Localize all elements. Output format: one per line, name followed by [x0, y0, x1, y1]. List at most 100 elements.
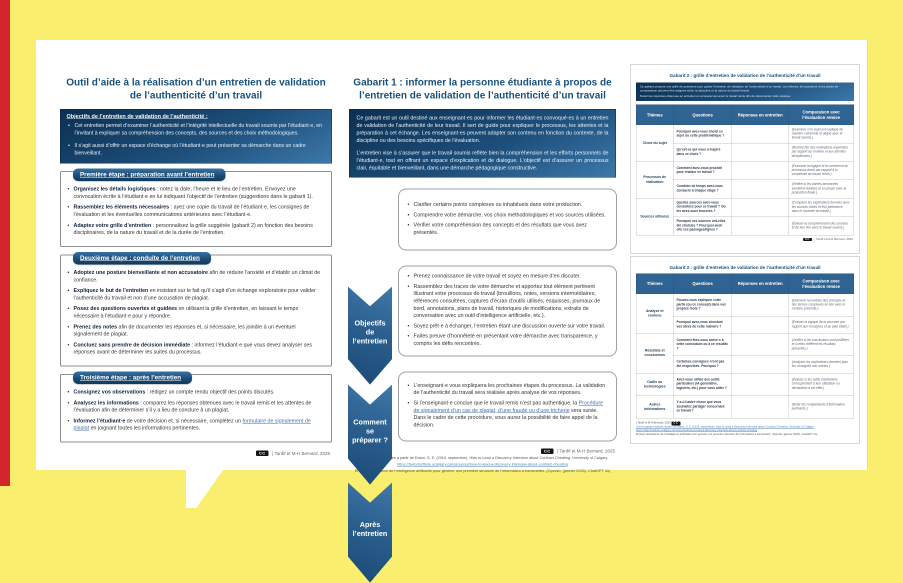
bullet-item: Cet entretien permet d’examiner l’authen…: [67, 123, 326, 138]
gabarit2a-title: Gabarit 2 : grille d’entretien de valida…: [669, 73, 821, 78]
chevron-label: Après l’entretien: [352, 521, 388, 539]
question-cell: Pourquoi avez-vous choisi ce sujet ou ce…: [672, 124, 733, 144]
question-cell: Combien de temps avez-vous consacré à ch…: [672, 179, 733, 199]
theme-cell: Sources utilisées: [636, 197, 674, 236]
bullet-item: Consignez vos observations : rédigez un …: [67, 389, 324, 396]
inline-link[interactable]: formulaire de signalement de plagiat: [73, 417, 311, 432]
comparison-cell: (Vérifier si les durées annoncées semble…: [788, 179, 854, 199]
comparison-cell: (Évaluer si les outils mentionnés corres…: [788, 372, 854, 396]
response-cell: [731, 197, 789, 217]
page2-footer: CC | Tardif et M-H Bernard, 2025 Outil e…: [348, 448, 617, 473]
inline-link[interactable]: Procédure de signalement d’un cas de pla…: [413, 400, 604, 414]
intro-paragraph-2: L’entretien vise à s’assurer que le trav…: [356, 150, 609, 172]
bullet-item: Informez l’étudiant·e de votre décision …: [67, 417, 324, 432]
table-row: Choix du sujet Pourquoi avez-vous choisi …: [636, 124, 854, 162]
bullet-item: Clarifier certains points complexes ou i…: [407, 201, 608, 208]
bullet-item: Rassemblez des traces de votre démarche …: [407, 283, 608, 320]
objectives-list: Cet entretien permet d’examiner l’authen…: [67, 123, 326, 158]
ai-assistance-line: Et avec l’assistance de l’intelligence a…: [354, 468, 611, 474]
step3-bullet-list: Consignez vos observations : rédigez un …: [67, 389, 324, 433]
gabarit2a-footer: CC | Tardif et M-H Bernard, 2025: [631, 238, 853, 242]
bullet-item: Si l’enseignant·e conclue que le travail…: [407, 400, 608, 429]
question-cell: Comment êtes-vous arrivé·e à cette concl…: [672, 333, 733, 357]
col-comparaison: Comparaison avec l’évaluation remise: [788, 104, 854, 126]
step2-box: Deuxième étape : conduite de l’entretien…: [60, 251, 332, 367]
gabarit1-sections: Objectifs de l’entretien Comment se prép…: [348, 188, 617, 583]
table-row: Qu’est-ce qui vous a inspiré dans ce cho…: [636, 142, 854, 162]
response-cell: [731, 395, 789, 419]
bullet-item: Rassemblez les éléments nécessaires : ay…: [67, 204, 324, 219]
gabarit2a-credit-text: | Tardif et M-H Bernard, 2025: [814, 238, 853, 242]
bullet-item: Vérifier votre compréhension des concept…: [407, 222, 608, 237]
bullet-item: Posez des questions ouvertes et guidées …: [67, 305, 324, 320]
question-cell: Certaines consignes n’ont pas été respec…: [672, 355, 733, 374]
page2-credit-text: | Tardif et M-H Bernard, 2025: [557, 448, 615, 454]
gabarit2b-title: Gabarit 2 : grille d’entretien de valida…: [669, 265, 821, 270]
page-gabarit1: Gabarit 1 : informer la personne étudian…: [348, 76, 617, 583]
question-cell: Y a-t-il autre chose que vous souhaitez …: [672, 395, 733, 419]
col-themes: Thèmes: [636, 104, 674, 126]
page2-credit-line: CC | Tardif et M-H Bernard, 2025: [348, 448, 615, 454]
chevron-label: Comment se préparer ?: [352, 418, 388, 445]
apres-bullet-list: L’enseignant·e vous expliquera les proch…: [407, 382, 608, 432]
objectives-heading: Objectifs de l’entretien de validation d…: [66, 113, 208, 120]
response-cell: [731, 355, 789, 374]
question-cell: Pourquoi avez-vous structuré vos idées d…: [672, 316, 733, 334]
response-cell: [731, 372, 789, 396]
page-gabarit2-part2: Gabarit 2 : grille d’entretien de valida…: [630, 256, 860, 444]
comparison-cell: (Noter les compléments d’information per…: [788, 395, 854, 419]
response-cell: [731, 333, 789, 357]
page1-title: Outil d’aide à la réalisation d’un entre…: [66, 77, 326, 101]
source-reference-line: Outil et gabarit réalisés à partir de Ea…: [356, 455, 609, 460]
page2-title: Gabarit 1 : informer la personne étudian…: [353, 77, 612, 101]
objectifs-bullet-list: Clarifier certains points complexes ou i…: [407, 201, 608, 239]
bullet-item: Prenez connaissance de votre travail et …: [407, 273, 608, 280]
gabarit2a-intro-line1: Ce gabarit propose une grille de questio…: [640, 85, 839, 93]
step2-header-tab: Deuxième étape : conduite de l’entretien: [73, 251, 211, 265]
grille-entretien-table-1: Thèmes Questions Réponses en entretien Comp…: [636, 104, 854, 236]
question-cell: Pouvez-vous expliquer cette partie (ou c…: [672, 293, 733, 317]
col-themes: Thèmes: [636, 273, 674, 294]
grille-entretien-table-2: Thèmes Questions Réponses en entretien Comp…: [636, 273, 854, 419]
bullet-item: Concluez sans prendre de décision immédi…: [67, 341, 324, 356]
step1-box: Première étape : préparation avant l’ent…: [60, 168, 332, 247]
source-url-link[interactable]: https://taylorinstitute.ucalgary.ca/reso…: [397, 461, 568, 467]
apres-entretien-box: L’enseignant·e vous expliquera les proch…: [398, 371, 617, 442]
intro-paragraph-1: Ce gabarit est un outil destiné aux ense…: [356, 115, 609, 144]
question-cell: Quelles sources avez-vous consultées pou…: [672, 197, 733, 217]
page-outil-aide: Outil d’aide à la réalisation d’un entre…: [60, 76, 332, 460]
question-cell: Qu’est-ce qui vous a inspiré dans ce cho…: [672, 142, 733, 162]
step3-header-tab: Troisième étape : après l’entretien: [73, 371, 193, 384]
page1-footer: CC | Tardif et M-H Bernard, 2025: [60, 450, 330, 457]
theme-cell: Processus de réalisation: [636, 161, 674, 199]
bullet-item: Comprendre votre démarche, vos choix mét…: [407, 211, 608, 218]
question-cell: Comment avez-vous procédé pour réaliser …: [672, 161, 733, 181]
gabarit2b-ai-line: Et avec l’assistance de l’intelligence a…: [636, 432, 818, 436]
preparation-bullet-list: Prenez connaissance de votre travail et …: [407, 273, 608, 351]
cc-license-badge: CC: [540, 448, 554, 454]
step1-header-tab: Première étape : préparation avant l’ent…: [73, 168, 226, 182]
theme-cell: Choix du sujet: [636, 124, 674, 162]
comparison-cell: (Rechercher des motivations exprimées pa…: [788, 142, 854, 162]
response-cell: [731, 293, 789, 317]
cc-license-badge: CC: [671, 421, 681, 426]
page-gabarit2-part1: Gabarit 2 : grille d’entretien de valida…: [630, 64, 860, 254]
step1-bullet-list: Organisez les détails logistiques : note…: [67, 186, 324, 237]
table-row: Processus de réalisation Comment avez-vou…: [636, 161, 854, 199]
response-cell: [731, 161, 789, 181]
gabarit2b-footer: | Tardif et M-H Bernard, 2025 CC Outil e…: [636, 421, 854, 437]
col-reponses: Réponses en entretien: [731, 104, 789, 126]
step2-bullet-list: Adoptez une posture bienveillante et non…: [67, 269, 324, 356]
bullet-item: Soyez prêt·e à échanger, l’entretien éta…: [407, 322, 608, 329]
table-row: Sources utilisées Quelles sources avez-vo…: [636, 197, 854, 236]
table-row: Autres informations Y a-t-il autre chose …: [636, 395, 854, 419]
theme-cell: Autres informations: [636, 395, 674, 419]
response-cell: [731, 142, 789, 162]
response-cell: [731, 216, 789, 236]
comparison-cell: (Examiner la logique et la cohérence du …: [788, 161, 854, 181]
response-cell: [731, 124, 789, 144]
step3-box: Troisième étape : après l’entretien Cons…: [60, 371, 332, 443]
bullet-item: Faites preuve d’honnêteté en présentant …: [407, 333, 608, 348]
chevron-label: Objectifs de l’entretien: [352, 319, 388, 346]
bullet-item: Analysez les informations : comparez les…: [67, 399, 324, 414]
